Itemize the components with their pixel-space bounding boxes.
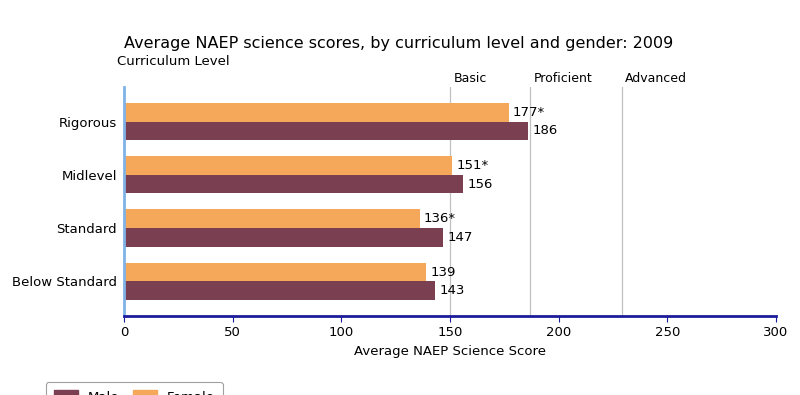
Text: Advanced: Advanced [625,71,687,85]
Bar [124,281,434,300]
Bar [124,209,419,228]
Text: 156: 156 [467,178,493,191]
Text: Average NAEP science scores, by curriculum level and gender: 2009: Average NAEP science scores, by curricul… [124,36,674,51]
Bar [124,263,426,281]
Text: 151*: 151* [457,159,489,172]
Bar [124,156,452,175]
Text: 177*: 177* [513,106,546,119]
Text: Basic: Basic [454,71,486,85]
X-axis label: Average NAEP Science Score: Average NAEP Science Score [354,345,546,358]
Text: 186: 186 [533,124,558,137]
Text: Curriculum Level: Curriculum Level [118,55,230,68]
Text: 136*: 136* [424,212,456,225]
Text: Proficient: Proficient [534,71,593,85]
Bar [124,228,443,247]
Text: 143: 143 [439,284,465,297]
Text: 139: 139 [430,265,456,278]
Bar [124,103,509,122]
Bar [124,175,463,194]
Text: 147: 147 [448,231,474,244]
Legend: Male, Female: Male, Female [46,382,223,395]
Bar [124,122,528,140]
